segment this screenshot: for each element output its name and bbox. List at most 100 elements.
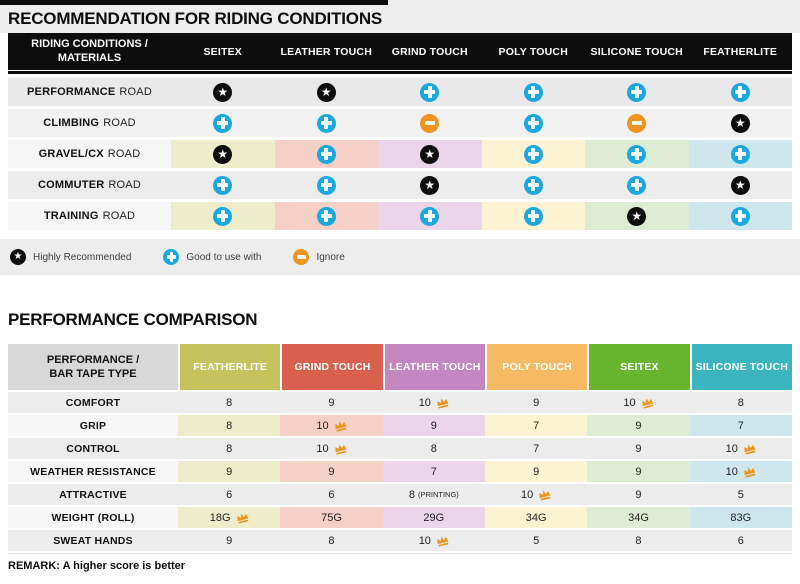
plus-icon bbox=[420, 206, 440, 226]
score-value: 6 bbox=[737, 534, 744, 547]
table-row: COMFORT 8 9 10 9 10 8 bbox=[8, 392, 792, 413]
column-header: FEATHERLITE bbox=[703, 45, 778, 58]
score-value: 5 bbox=[533, 534, 540, 547]
score-cell: 8 bbox=[382, 438, 485, 459]
score-value: 8 bbox=[226, 419, 233, 432]
plus-icon bbox=[316, 113, 336, 133]
score-value: 10 bbox=[418, 534, 431, 547]
rating-cell bbox=[481, 78, 585, 106]
score-value: 5 bbox=[737, 488, 744, 501]
score-value: 9 bbox=[328, 396, 335, 409]
plus-icon bbox=[163, 249, 180, 265]
rating-cell bbox=[378, 140, 482, 168]
score-cell: 7 bbox=[484, 438, 588, 459]
riding-conditions-table: RIDING CONDITIONS / MATERIALS SEITEX LEAT… bbox=[8, 33, 792, 233]
crown-icon bbox=[235, 511, 250, 524]
star-icon bbox=[213, 82, 233, 102]
score-cell: 34G bbox=[484, 507, 588, 528]
score-cell: 7 bbox=[689, 415, 792, 436]
score-value: 9 bbox=[635, 488, 642, 501]
score-value: 9 bbox=[533, 465, 540, 478]
score-value: 6 bbox=[328, 488, 335, 501]
score-cell: 9 bbox=[382, 415, 485, 436]
score-cell: 8 bbox=[178, 438, 281, 459]
rating-cell bbox=[171, 78, 275, 106]
score-cell: 10 bbox=[484, 484, 588, 505]
score-value: 9 bbox=[635, 465, 642, 478]
star-icon bbox=[213, 144, 233, 164]
score-cell: 29G bbox=[382, 507, 485, 528]
score-cell: 75G bbox=[280, 507, 383, 528]
performance-table-header-label: PERFORMANCE / BAR TAPE TYPE bbox=[8, 344, 178, 390]
table-row: GRAVEL/CX ROAD bbox=[8, 140, 792, 168]
column-header: POLY TOUCH bbox=[498, 45, 568, 58]
table-row: CLIMBING ROAD bbox=[8, 109, 792, 137]
row-label-bold: GRAVEL/CX bbox=[38, 148, 104, 160]
score-cell: 10 bbox=[280, 438, 383, 459]
score-value: 9 bbox=[533, 396, 540, 409]
rating-cell bbox=[481, 109, 585, 137]
plus-icon bbox=[316, 206, 336, 226]
score-value: 7 bbox=[533, 442, 540, 455]
row-label-bold: PERFORMANCE bbox=[27, 86, 116, 98]
riding-table-header-label: RIDING CONDITIONS / MATERIALS bbox=[31, 37, 148, 64]
riding-conditions-title: RECOMMENDATION FOR RIDING CONDITIONS bbox=[8, 9, 383, 28]
plus-icon bbox=[627, 144, 647, 164]
plus-icon bbox=[730, 206, 750, 226]
row-label-bold: CLIMBING bbox=[43, 117, 100, 129]
column-header: SEITEX bbox=[203, 45, 243, 58]
plus-icon bbox=[523, 113, 543, 133]
rating-cell bbox=[274, 78, 378, 106]
rating-cell bbox=[274, 202, 378, 230]
header-underline bbox=[8, 71, 792, 74]
score-value: 7 bbox=[430, 465, 437, 478]
top-black-bar bbox=[0, 0, 388, 5]
rating-cell bbox=[585, 78, 689, 106]
row-label: PERFORMANCE ROAD bbox=[8, 78, 171, 106]
score-value: 9 bbox=[328, 465, 335, 478]
rating-cell bbox=[585, 140, 689, 168]
score-cell: 6 bbox=[178, 484, 281, 505]
score-value: 7 bbox=[737, 419, 744, 432]
plus-icon bbox=[213, 175, 233, 195]
crown-icon bbox=[435, 534, 450, 547]
score-cell: 9 bbox=[280, 392, 383, 413]
score-cell: 8 bbox=[178, 415, 281, 436]
score-value: 18G bbox=[209, 511, 231, 524]
row-label: TRAINING ROAD bbox=[8, 202, 171, 230]
row-label: CONTROL bbox=[8, 438, 178, 459]
score-value: 8 bbox=[226, 442, 233, 455]
crown-icon bbox=[742, 442, 757, 455]
score-cell: 9 bbox=[484, 461, 588, 482]
minus-icon bbox=[293, 249, 310, 265]
score-cell: 9 bbox=[178, 530, 281, 551]
rating-cell bbox=[585, 109, 689, 137]
plus-icon bbox=[730, 144, 750, 164]
rating-cell bbox=[171, 202, 275, 230]
score-value: 10 bbox=[725, 442, 738, 455]
minus-icon bbox=[627, 113, 647, 133]
score-value: 10 bbox=[725, 465, 738, 478]
rating-cell bbox=[378, 171, 482, 199]
rating-cell bbox=[688, 140, 792, 168]
score-value: 83G bbox=[730, 511, 752, 524]
legend: Highly Recommended Good to use with Igno… bbox=[0, 239, 800, 275]
crown-icon bbox=[333, 442, 348, 455]
column-header: GRIND TOUCH bbox=[391, 45, 468, 58]
rating-cell bbox=[378, 78, 482, 106]
plus-icon bbox=[523, 144, 543, 164]
score-value: 7 bbox=[533, 419, 540, 432]
table-row: GRIP 8 10 9 7 9 7 bbox=[8, 415, 792, 436]
table-row: ATTRACTIVE 6 6 8 (PRINTING) 10 9 5 bbox=[8, 484, 792, 505]
plus-icon bbox=[523, 175, 543, 195]
score-cell: 18G bbox=[178, 507, 281, 528]
score-value: 8 bbox=[328, 534, 335, 547]
star-icon bbox=[730, 175, 750, 195]
performance-table: PERFORMANCE / BAR TAPE TYPE FEATHERLITE G… bbox=[8, 344, 792, 554]
row-label: GRAVEL/CX ROAD bbox=[8, 140, 171, 168]
crown-icon bbox=[640, 396, 655, 409]
plus-icon bbox=[213, 206, 233, 226]
score-value: 10 bbox=[418, 396, 431, 409]
rating-cell bbox=[378, 109, 482, 137]
plus-icon bbox=[627, 82, 647, 102]
